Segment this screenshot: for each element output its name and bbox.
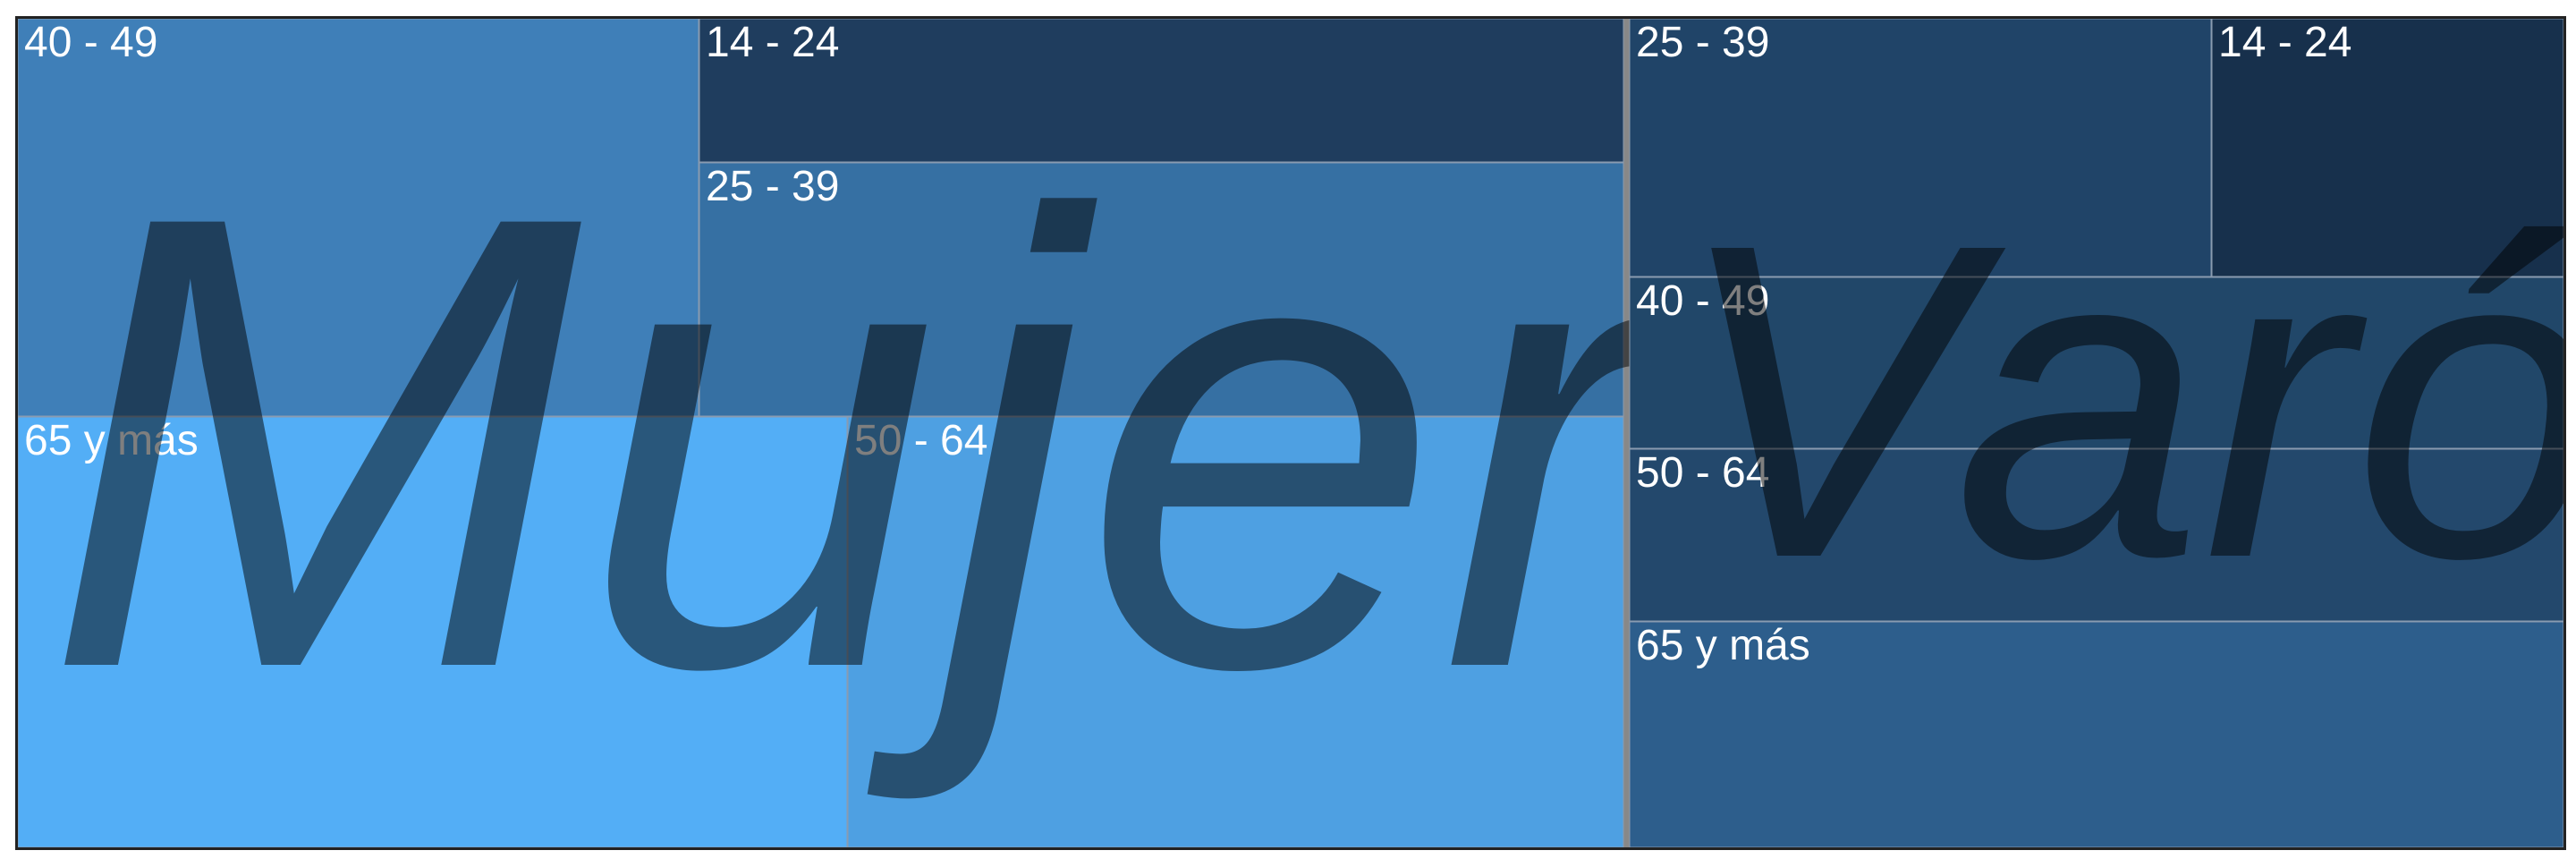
tile-label: 50 - 64 — [1636, 449, 1769, 497]
tile-label: 65 y más — [24, 417, 199, 464]
treemap-tile[interactable] — [2211, 19, 2563, 277]
treemap-tile[interactable] — [1629, 19, 2212, 277]
treemap-group-1: 25 - 39 14 - 24 40 - 49 50 - 64 65 y másVaró… — [1629, 19, 2563, 847]
treemap-tile[interactable] — [847, 416, 1624, 847]
group-label: Mujer — [45, 81, 1682, 806]
tile-label: 50 - 64 — [854, 417, 987, 464]
treemap-tile[interactable] — [1629, 276, 2563, 449]
tile-label: 25 - 39 — [1636, 19, 1769, 66]
treemap-group-0: 40 - 49 14 - 24 25 - 39 65 y más 50 - 64Muje… — [18, 19, 1682, 847]
treemap-tile[interactable] — [1629, 621, 2563, 847]
tile-label: 25 - 39 — [706, 163, 839, 210]
tile-label: 14 - 24 — [706, 19, 839, 66]
treemap-chart: 40 - 49 14 - 24 25 - 39 65 y más 50 - 64 Muje… — [15, 16, 2566, 850]
treemap-tile[interactable] — [699, 19, 1624, 163]
treemap-tile[interactable] — [699, 162, 1624, 417]
treemap-tile[interactable] — [18, 416, 848, 847]
tile-label: 14 - 24 — [2218, 19, 2351, 66]
tile-label: 40 - 49 — [24, 19, 157, 66]
treemap-tile[interactable] — [18, 19, 699, 417]
group-label: Varón — [1673, 150, 2563, 651]
tile-label: 65 y más — [1636, 622, 1810, 669]
tile-label: 40 - 49 — [1636, 277, 1769, 325]
treemap-canvas: 40 - 49 14 - 24 25 - 39 65 y más 50 - 64Muje… — [18, 19, 2563, 847]
treemap-tile[interactable] — [1629, 448, 2563, 622]
